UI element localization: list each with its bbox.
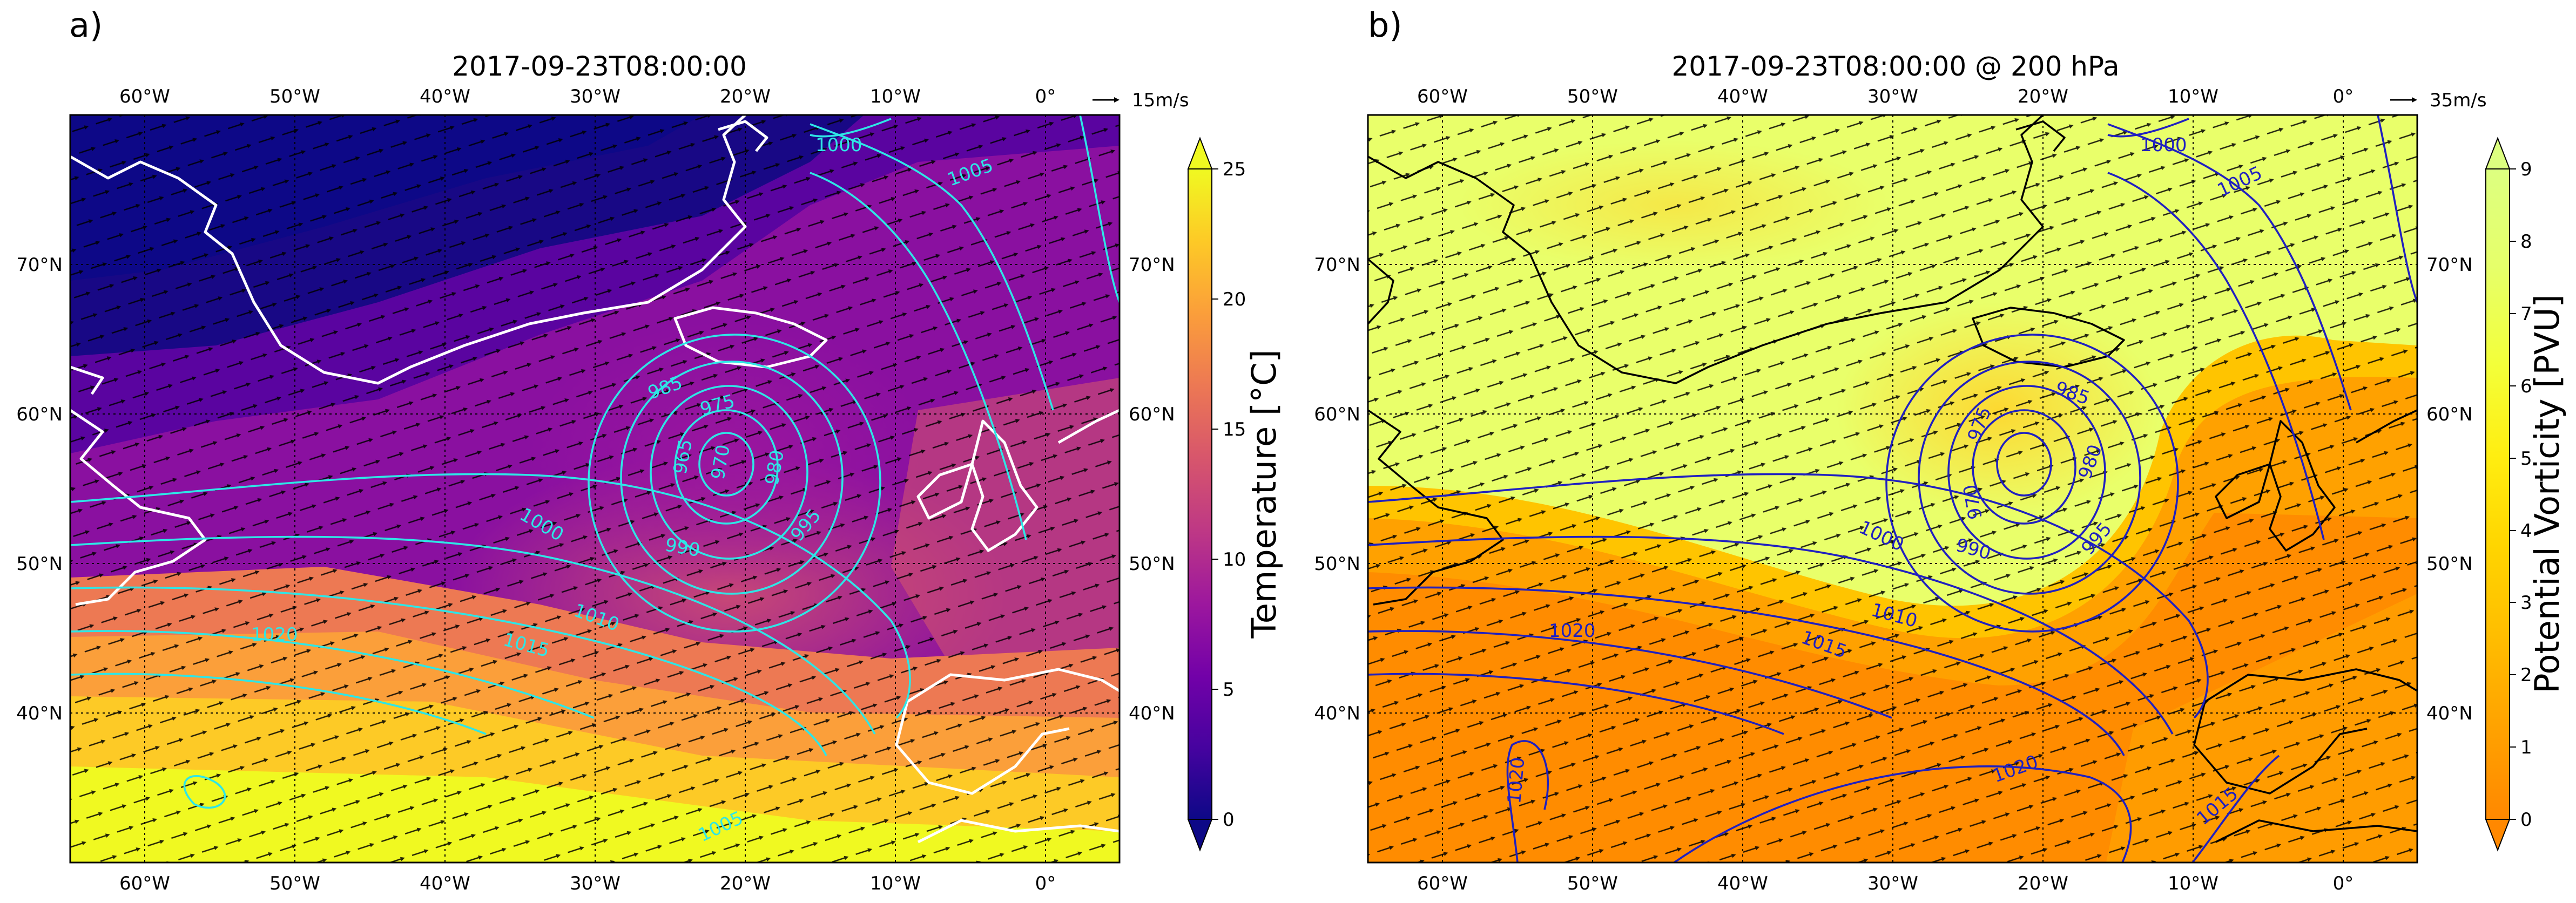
lon-label: 0° [2333,873,2354,894]
lat-label: 40°N [1314,703,1360,724]
lat-label: 40°N [16,703,63,724]
colorbar-tick: 0 [1223,809,1235,831]
panel-a-right-lat-labels: 70°N 60°N 50°N 40°N [1129,254,1175,724]
contour-label: 1000 [815,134,862,156]
lat-label: 50°N [16,553,63,575]
lon-label: 60°W [119,86,170,107]
panel-a-letter: a) [69,5,103,45]
colorbar-tick: 5 [2520,448,2532,470]
lon-label: 0° [2333,86,2354,107]
colorbar-tick: 7 [2520,303,2532,325]
lon-label: 0° [1035,86,1056,107]
panel-b-title: 2017-09-23T08:00:00 @ 200 hPa [1671,51,2119,82]
panel-b-left-lat-labels: 70°N 60°N 50°N 40°N [1314,254,1360,724]
lon-label: 20°W [720,86,771,107]
lon-label: 10°W [870,873,921,894]
lon-label: 60°W [119,873,170,894]
colorbar-tick: 25 [1223,159,1246,180]
colorbar-tick: 0 [2520,809,2532,831]
colorbar-tick: 3 [2520,592,2532,614]
contour-label: 1000 [2140,134,2187,156]
lat-label: 70°N [1129,254,1175,276]
panel-b-bottom-lon-labels: 60°W 50°W 40°W 30°W 20°W 10°W 0° [1417,873,2354,894]
panel-b-coastlines [1368,115,2417,843]
panel-a-colorbar: 0 5 10 15 20 25 Temperature [°C] [1187,137,1284,852]
colorbar-tick: 2 [2520,664,2532,686]
colorbar-tick: 10 [1223,549,1246,571]
lon-label: 40°W [1717,873,1768,894]
panel-a-quiver-key-label: 15m/s [1132,90,1189,111]
colorbar-tick: 4 [2520,520,2532,542]
lat-label: 60°N [1129,404,1175,425]
lat-label: 70°N [1314,254,1360,276]
lon-label: 30°W [1867,86,1918,107]
lon-label: 20°W [2018,873,2068,894]
colorbar-tick: 5 [1223,679,1235,701]
lon-label: 50°W [269,873,320,894]
panel-b-letter: b) [1368,5,1402,45]
lon-label: 10°W [2168,873,2218,894]
lon-label: 40°W [1717,86,1768,107]
lon-label: 50°W [1567,86,1618,107]
contour-label: 1020 [251,624,298,646]
contour-label: 1020 [1503,756,1529,805]
lon-label: 20°W [2018,86,2068,107]
lat-label: 40°N [1129,703,1175,724]
lon-label: 10°W [2168,86,2218,107]
panel-b-quiver-key-label: 35m/s [2430,90,2487,111]
lon-label: 20°W [720,873,771,894]
panel-b-map: 1000 1005 985 975 970 980 990 1000 995 1… [1368,115,2417,863]
colorbar-tick: 15 [1223,419,1246,440]
lat-label: 50°N [1314,553,1360,575]
lat-label: 60°N [2426,404,2473,425]
lat-label: 60°N [16,404,63,425]
panel-a-frame [69,114,1121,864]
panel-a-top-lon-labels: 60°W 50°W 40°W 30°W 20°W 10°W 0° [119,86,1056,107]
lat-label: 60°N [1314,404,1360,425]
lat-label: 40°N [2426,703,2473,724]
lon-label: 60°W [1417,86,1468,107]
panel-a-left-lat-labels: 70°N 60°N 50°N 40°N [16,254,63,724]
panel-a-title: 2017-09-23T08:00:00 [452,51,747,82]
panel-a-bottom-lon-labels: 60°W 50°W 40°W 30°W 20°W 10°W 0° [119,873,1056,894]
lon-label: 40°W [420,86,470,107]
panel-b-isobars [1368,115,2417,863]
lat-label: 70°N [2426,254,2473,276]
panel-b-colorbar: 0 1 2 3 4 5 6 7 8 9 Potential Vorticity … [2485,137,2567,852]
panel-b-quiver-key: 35m/s [2390,90,2487,111]
panel-b-top-lon-labels: 60°W 50°W 40°W 30°W 20°W 10°W 0° [1417,86,2354,107]
lat-label: 50°N [1129,553,1175,575]
lon-label: 10°W [870,86,921,107]
panel-a-quiver-key: 15m/s [1093,90,1189,111]
lon-label: 40°W [420,873,470,894]
lon-label: 60°W [1417,873,1468,894]
panel-a-map: 1000 1005 985 975 965 970 980 1000 990 9… [70,115,1120,863]
panel-b-frame [1367,114,2418,864]
lon-label: 30°W [570,86,621,107]
lon-label: 30°W [1867,873,1918,894]
panel-a-colorbar-label: Temperature [°C] [1244,349,1284,639]
lon-label: 50°W [269,86,320,107]
lon-label: 50°W [1567,873,1618,894]
lon-label: 0° [1035,873,1056,894]
panel-a: a) 2017-09-23T08:00:00 15m/s [16,5,1284,894]
lat-label: 70°N [16,254,63,276]
panel-b: b) 2017-09-23T08:00:00 @ 200 hPa 35m/s [1314,5,2567,894]
contour-label: 1020 [1549,620,1596,642]
panel-b-colorbar-label: Potential Vorticity [PVU] [2527,294,2567,693]
colorbar-tick: 20 [1223,289,1246,310]
panel-b-right-lat-labels: 70°N 60°N 50°N 40°N [2426,254,2473,724]
colorbar-tick: 1 [2520,737,2532,758]
lat-label: 50°N [2426,553,2473,575]
colorbar-tick: 6 [2520,376,2532,397]
colorbar-tick: 9 [2520,159,2532,180]
lon-label: 30°W [570,873,621,894]
panel-a-coastlines [70,115,1120,844]
colorbar-tick: 8 [2520,231,2532,253]
panel-a-isobars [70,115,1120,809]
